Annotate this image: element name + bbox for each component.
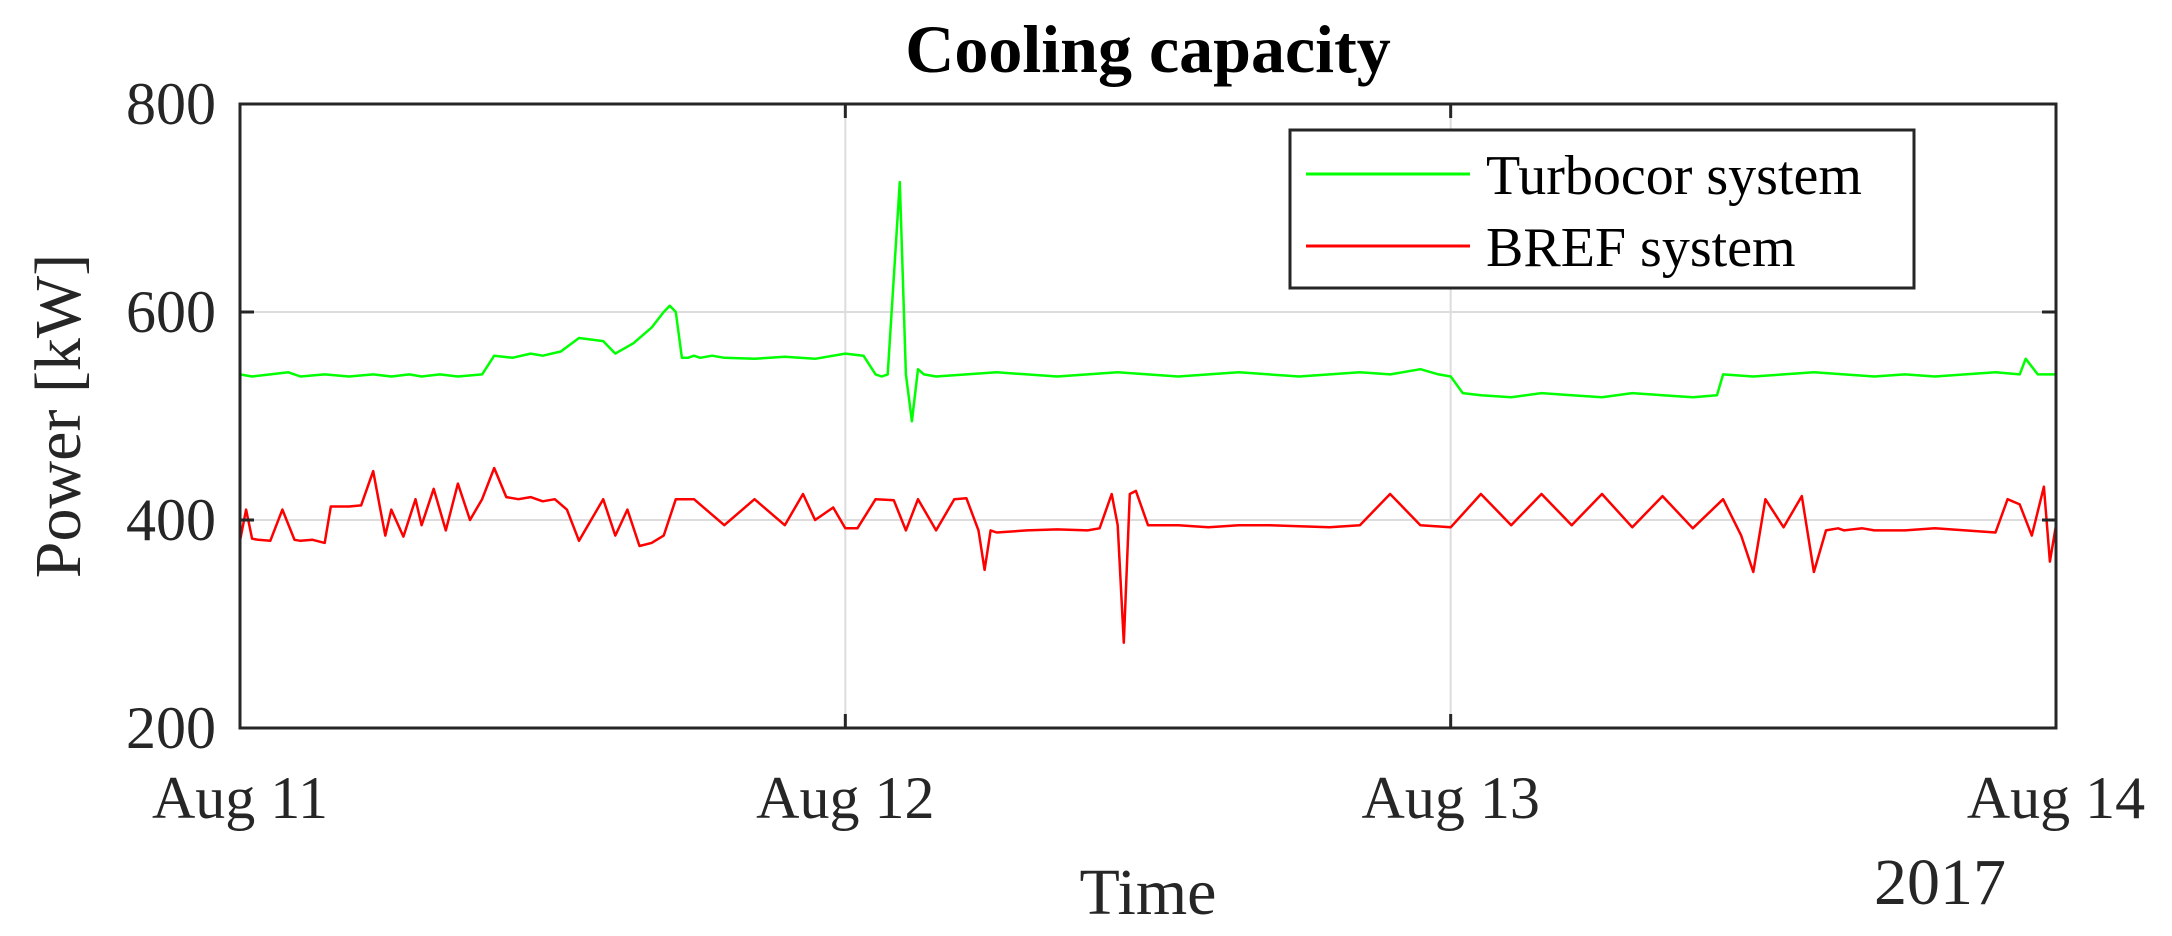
- legend-label-bref: BREF system: [1486, 217, 1796, 279]
- plot-frame: [238, 102, 2058, 730]
- y-axis-label: Power [kW]: [22, 254, 95, 578]
- y-tick-label: 200: [126, 695, 216, 761]
- x-axis-secondary-label: 2017: [1874, 846, 2006, 919]
- x-axis-label: Time: [1080, 856, 1217, 929]
- legend: Turbocor system BREF system: [1288, 128, 1916, 290]
- grid-lines: [240, 104, 2056, 728]
- x-tick-label: Aug 13: [1361, 765, 1539, 831]
- x-tick-label: Aug 11: [152, 765, 328, 831]
- x-tick-label: Aug 12: [756, 765, 934, 831]
- series-line-bref-system: [238, 466, 2058, 644]
- y-tick-label: 800: [126, 71, 216, 137]
- axis-ticks: Aug 11 Aug 12 Aug 13 Aug 14 200 400 600 800: [126, 71, 2145, 831]
- series-line-turbocor-system: [239, 180, 2056, 423]
- y-tick-label: 600: [126, 279, 216, 345]
- legend-label-turbocor: Turbocor system: [1486, 145, 1862, 207]
- series-layer: [238, 180, 2058, 644]
- y-tick-label: 400: [126, 487, 216, 553]
- chart-title: Cooling capacity: [905, 11, 1390, 87]
- x-tick-label: Aug 14: [1967, 765, 2145, 831]
- legend-box: [1288, 128, 1916, 290]
